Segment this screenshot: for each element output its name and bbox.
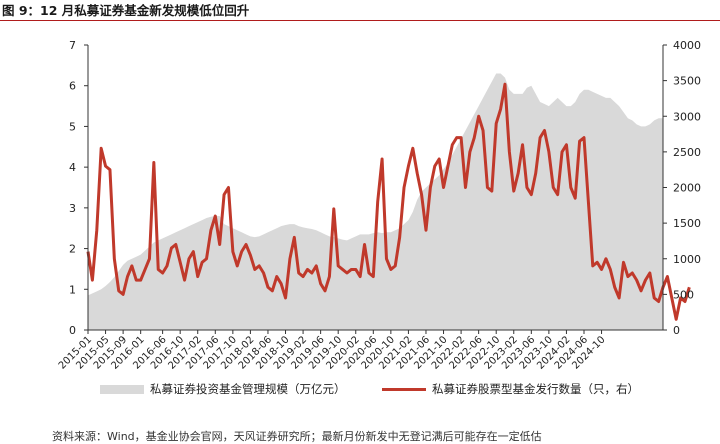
y-left-tick-label: 2 bbox=[69, 243, 76, 256]
y-right-tick-label: 500 bbox=[673, 288, 694, 301]
figure-title: 图 9：12 月私募证券基金新发规模低位回升 bbox=[2, 3, 250, 18]
title-rule bbox=[0, 20, 720, 21]
legend-label-line: 私募证券股票型基金发行数量（只，右） bbox=[432, 382, 639, 396]
y-left-tick-label: 5 bbox=[69, 120, 76, 133]
y-right-tick-label: 0 bbox=[673, 324, 680, 337]
legend-item-area: 私募证券投资基金管理规模（万亿元） bbox=[100, 381, 346, 397]
y-left-tick-label: 4 bbox=[69, 161, 76, 174]
y-left-tick-label: 6 bbox=[69, 80, 76, 93]
legend-swatch-area bbox=[100, 384, 144, 394]
y-left-tick-label: 3 bbox=[69, 202, 76, 215]
series-line-issuance bbox=[86, 82, 691, 321]
y-right-tick-label: 2500 bbox=[673, 146, 701, 159]
series-area-aum bbox=[88, 73, 663, 330]
y-right-tick-label: 4000 bbox=[673, 39, 701, 52]
y-right-tick-label: 3500 bbox=[673, 75, 701, 88]
y-right-tick-label: 1500 bbox=[673, 217, 701, 230]
line-layer bbox=[86, 82, 691, 321]
legend-label-area: 私募证券投资基金管理规模（万亿元） bbox=[150, 382, 346, 396]
y-right-tick-label: 3000 bbox=[673, 110, 701, 123]
area-layer bbox=[88, 73, 663, 330]
axes-layer: 0 1 2 3 4 5 6 7 0 500 1000 1500 2000 2500 3000 3500 4000… bbox=[57, 39, 701, 372]
y-left-tick-label: 1 bbox=[69, 283, 76, 296]
legend: 私募证券投资基金管理规模（万亿元） 私募证券股票型基金发行数量（只，右） bbox=[0, 381, 720, 401]
y-right-tick-label: 2000 bbox=[673, 182, 701, 195]
source-note: 资料来源：Wind，基金业协会官网，天风证券研究所；最新月份新发中无登记满后可能… bbox=[52, 430, 542, 443]
legend-swatch-line bbox=[382, 387, 426, 391]
y-left-tick-label: 0 bbox=[69, 324, 76, 337]
legend-item-line: 私募证券股票型基金发行数量（只，右） bbox=[382, 381, 639, 397]
y-right-tick-label: 1000 bbox=[673, 253, 701, 266]
y-left-tick-label: 7 bbox=[69, 39, 76, 52]
